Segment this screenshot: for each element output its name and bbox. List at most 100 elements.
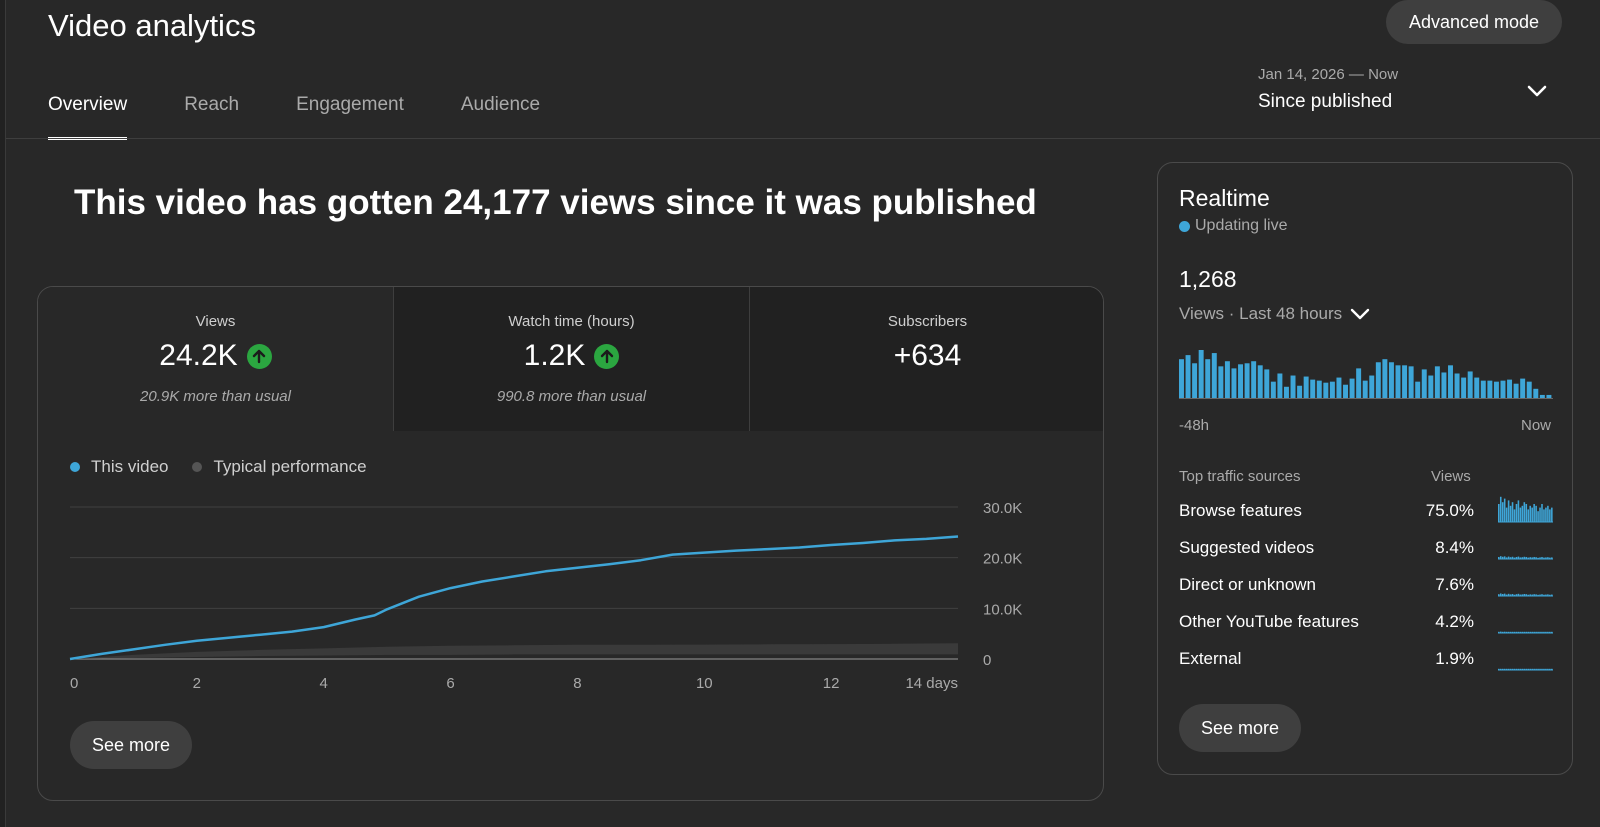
page-title: Video analytics <box>48 8 256 43</box>
sparkline-bar <box>1533 556 1535 559</box>
sparkline-bar <box>1523 668 1526 670</box>
realtime-card: Realtime Updating live 1,268 Views · Las… <box>1157 162 1573 775</box>
realtime-bar <box>1388 362 1394 398</box>
y-tick-label: 10.0K <box>983 601 1022 618</box>
realtime-bar <box>1520 378 1526 398</box>
sparkline-bar <box>1509 668 1512 670</box>
legend-typical[interactable]: Typical performance <box>192 457 367 477</box>
series-line-this-video <box>69 535 959 661</box>
sparkline-bar <box>1525 594 1528 596</box>
metric-subscribers[interactable]: Subscribers +634 <box>749 287 1103 431</box>
sparkline-bar <box>1521 557 1524 559</box>
realtime-bar <box>1428 375 1434 398</box>
date-range-selector[interactable]: Jan 14, 2026 — Now Since published <box>1258 66 1562 122</box>
sparkline-bar <box>1513 668 1516 670</box>
realtime-bar <box>1205 359 1211 398</box>
sparkline-bar <box>1507 668 1510 670</box>
sparkline-bar <box>1547 505 1549 522</box>
metric-views[interactable]: Views 24.2K 20.9K more than usual <box>38 287 393 431</box>
advanced-mode-button[interactable]: Advanced mode <box>1386 0 1562 44</box>
realtime-bar <box>1454 373 1460 398</box>
traffic-sparkline <box>1498 631 1553 634</box>
realtime-period-label: Views · Last 48 hours <box>1179 304 1343 323</box>
realtime-bar <box>1415 381 1421 398</box>
traffic-sparkline <box>1498 556 1553 560</box>
sparkline-bar <box>1529 668 1531 670</box>
sparkline-bar <box>1537 594 1539 596</box>
sparkline-bar <box>1529 505 1531 522</box>
sparkline-bar <box>1529 594 1531 596</box>
see-more-button[interactable]: See more <box>70 721 193 769</box>
sparkline-bar <box>1551 594 1553 596</box>
realtime-bar <box>1270 381 1276 398</box>
arrow-up-icon <box>246 343 272 369</box>
sparkline-bar <box>1533 594 1535 596</box>
sparkline-bar <box>1535 631 1537 633</box>
traffic-source-pct: 75.0% <box>1425 501 1474 520</box>
sparkline-bar <box>1541 668 1543 670</box>
tab-engagement[interactable]: Engagement <box>296 94 404 115</box>
realtime-bar <box>1500 380 1506 398</box>
traffic-source-pct: 7.6% <box>1435 575 1474 594</box>
sparkline-bar <box>1503 593 1506 596</box>
sparkline-bar <box>1515 594 1518 596</box>
legend-this-video[interactable]: This video <box>70 457 168 477</box>
realtime-bar <box>1323 382 1329 398</box>
sparkline-bar <box>1527 557 1530 559</box>
traffic-sparkline <box>1498 668 1553 671</box>
realtime-bar <box>1343 384 1348 398</box>
chevron-down-icon <box>1350 308 1370 319</box>
sparkline-bar <box>1541 556 1543 559</box>
sparkline-bar <box>1519 507 1522 522</box>
sparkline-bar <box>1539 631 1541 633</box>
sparkline-bar <box>1499 556 1502 559</box>
tab-audience[interactable]: Audience <box>460 94 541 115</box>
traffic-source-name: Suggested videos <box>1179 538 1315 557</box>
realtime-bar <box>1382 359 1388 398</box>
views-line-chart[interactable]: 30.0K 20.0K 10.0K 0 0 2 4 6 8 10 12 14 days <box>38 287 1104 707</box>
sparkline-bar <box>1549 594 1551 596</box>
tab-overview[interactable]: Overview <box>48 94 128 140</box>
sparkline-bar <box>1527 668 1530 670</box>
realtime-bar-chart[interactable] <box>1179 348 1553 404</box>
realtime-bar <box>1408 366 1414 398</box>
metric-value: +634 <box>893 339 962 372</box>
sparkline-bar <box>1498 594 1500 596</box>
realtime-bar <box>1277 373 1283 398</box>
sparkline-bar <box>1503 631 1506 633</box>
sparkline-bar <box>1543 509 1545 522</box>
sparkline-bar <box>1529 557 1531 559</box>
traffic-source-row: Other YouTube features 4.2% <box>1179 604 1553 641</box>
realtime-see-more-button[interactable]: See more <box>1179 704 1302 752</box>
realtime-period-selector[interactable]: Views · Last 48 hours <box>1179 304 1370 324</box>
sparkline-bar <box>1531 631 1533 633</box>
sparkline-bar <box>1545 668 1547 670</box>
metric-note: 990.8 more than usual <box>496 388 647 405</box>
sparkline-bar <box>1517 500 1520 522</box>
sparkline-bar <box>1505 631 1508 633</box>
realtime-bar <box>1441 372 1447 398</box>
sparkline-bar <box>1549 668 1551 670</box>
header-divider <box>6 138 1600 139</box>
sparkline-bar <box>1498 556 1500 559</box>
sparkline-bar <box>1543 557 1545 559</box>
realtime-live-status: Updating live <box>1179 217 1288 235</box>
sparkline-bar <box>1531 507 1533 522</box>
realtime-bar <box>1257 365 1263 398</box>
realtime-views-count: 1,268 <box>1179 266 1237 292</box>
metric-watch-time[interactable]: Watch time (hours) 1.2K 990.8 more than … <box>393 287 749 431</box>
sparkline-bar <box>1513 594 1516 596</box>
sparkline-bar <box>1511 593 1514 596</box>
sparkline-bar <box>1541 631 1543 633</box>
realtime-bar <box>1421 369 1427 398</box>
sparkline-bar <box>1498 631 1500 633</box>
realtime-bar <box>1218 366 1224 398</box>
sparkline-bar <box>1547 557 1549 559</box>
sparkline-bar <box>1523 631 1526 633</box>
realtime-bar <box>1461 377 1467 398</box>
sparkline-bar <box>1498 668 1500 670</box>
sparkline-bar <box>1503 498 1506 522</box>
tab-reach[interactable]: Reach <box>184 94 240 115</box>
sparkline-bar <box>1529 631 1531 633</box>
realtime-bar <box>1231 368 1237 398</box>
